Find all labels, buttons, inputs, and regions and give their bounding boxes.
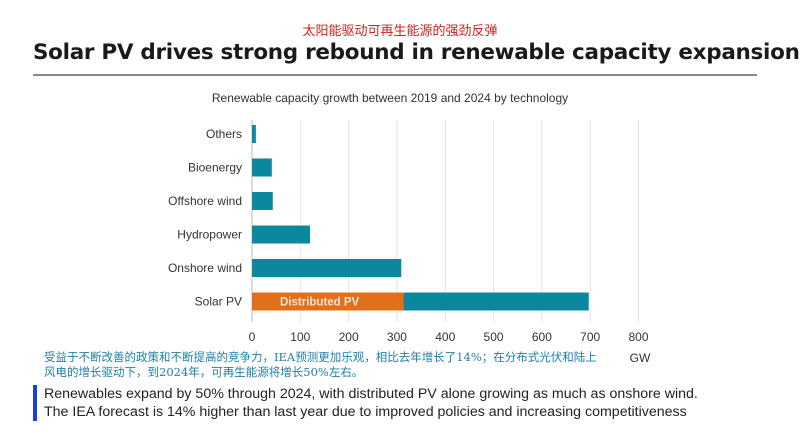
x-tick-label: 800 [628,330,648,344]
y-category-label: Onshore wind [168,261,242,275]
bar-onshore-wind [252,259,402,277]
page-title: Solar PV drives strong rebound in renewa… [33,40,800,65]
note-line-2: The IEA forecast is 14% higher than last… [44,404,687,420]
x-tick-label: 500 [484,330,504,344]
x-tick-label: 400 [435,330,455,344]
chinese-title: 太阳能驱动可再生能源的强劲反弹 [302,24,498,39]
note-line-1: Renewables expand by 50% through 2024, w… [44,386,698,402]
bar-others [252,125,256,143]
bar-offshore-wind [252,192,273,210]
x-tick-label: 600 [532,330,552,344]
bar-bioenergy [252,158,272,177]
accent-bar [33,385,37,421]
y-category-label: Solar PV [195,295,242,309]
bar-distributed-pv [252,292,404,311]
distributed-pv-label: Distributed PV [280,297,360,309]
x-tick-label: 200 [339,330,359,344]
title-divider [33,74,757,76]
bar-chart: Distributed PV Others Bioenergy Offshore wi… [168,120,651,365]
x-tick-label: 700 [580,330,600,344]
english-note: Renewables expand by 50% through 2024, w… [44,385,698,421]
y-category-label: Others [206,127,242,141]
y-category-label: Offshore wind [168,194,242,208]
x-tick-label: 0 [249,330,256,344]
chinese-note: 受益于不断改善的政策和不断提高的竞争力，IEA预测更加乐观，相比去年增长了14%… [44,350,597,379]
y-category-label: Hydropower [177,228,242,242]
chart-title: Renewable capacity growth between 2019 a… [211,91,569,105]
y-category-label: Bioenergy [188,161,242,175]
bar-hydropower [252,225,310,244]
x-tick-label: 300 [387,330,407,344]
x-axis-label: GW [630,351,651,365]
x-tick-label: 100 [290,330,310,344]
